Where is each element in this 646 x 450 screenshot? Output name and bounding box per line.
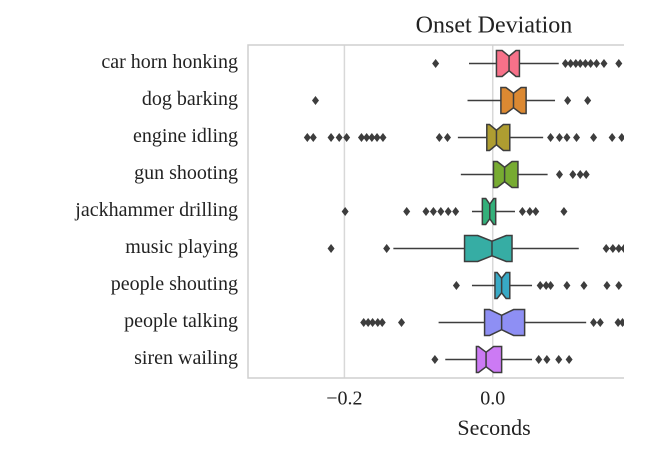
chart-title: Onset Deviation	[416, 13, 573, 39]
outlier	[590, 132, 598, 143]
outlier	[567, 58, 575, 69]
outlier	[569, 169, 577, 180]
y-tick-label: gun shooting	[134, 162, 238, 184]
outlier	[518, 206, 526, 217]
outlier	[403, 206, 411, 217]
outlier	[452, 280, 460, 291]
outlier	[564, 95, 572, 106]
outlier	[555, 132, 563, 143]
outlier	[363, 132, 371, 143]
axis-frame	[247, 44, 624, 379]
outlier	[582, 169, 590, 180]
outlier	[584, 95, 592, 106]
outlier	[311, 95, 319, 106]
outlier	[398, 317, 406, 328]
outlier	[437, 206, 445, 217]
outlier	[327, 132, 335, 143]
outlier	[581, 58, 589, 69]
outlier	[535, 354, 543, 365]
outlier	[432, 58, 440, 69]
outlier	[422, 206, 430, 217]
outlier	[369, 317, 377, 328]
outlier	[379, 132, 387, 143]
y-tick-label: siren wailing	[134, 347, 238, 369]
outlier	[443, 132, 451, 143]
outlier	[452, 206, 460, 217]
outlier	[429, 206, 437, 217]
outlier	[431, 354, 439, 365]
outlier	[383, 243, 391, 254]
outlier	[561, 58, 569, 69]
outlier	[590, 317, 598, 328]
outlier	[596, 317, 604, 328]
outlier	[357, 132, 365, 143]
y-tick-label: music playing	[125, 236, 238, 258]
outlier	[609, 243, 617, 254]
outlier	[603, 280, 611, 291]
outlier	[374, 317, 382, 328]
y-tick-label: jackhammer drilling	[74, 199, 238, 221]
outlier	[602, 243, 610, 254]
box	[483, 308, 526, 337]
y-tick-label: car horn honking	[101, 51, 238, 73]
outlier	[593, 58, 601, 69]
box	[495, 49, 521, 78]
y-tick-label: dog barking	[142, 88, 238, 110]
box	[486, 123, 511, 152]
outlier	[587, 58, 595, 69]
outlier	[563, 132, 571, 143]
outlier	[560, 206, 568, 217]
outlier	[309, 132, 317, 143]
outlier	[618, 132, 624, 143]
outlier	[327, 243, 335, 254]
y-tick-label: people shouting	[111, 273, 238, 295]
outlier	[573, 132, 581, 143]
outlier	[572, 58, 580, 69]
y-tick-label: engine idling	[133, 125, 238, 147]
outlier	[341, 206, 349, 217]
outlier	[526, 206, 534, 217]
outlier	[335, 132, 343, 143]
axes: −0.2 0.0 car horn honking dog barking engine…	[74, 44, 624, 410]
outlier	[378, 317, 386, 328]
outlier	[444, 206, 452, 217]
outlier	[580, 280, 588, 291]
outlier	[614, 317, 622, 328]
outlier	[608, 132, 616, 143]
outlier	[547, 280, 555, 291]
outlier	[576, 169, 584, 180]
outlier	[435, 132, 443, 143]
outlier	[542, 280, 550, 291]
outlier	[536, 280, 544, 291]
outlier	[615, 280, 623, 291]
outlier	[600, 58, 608, 69]
outlier	[615, 58, 623, 69]
outlier	[360, 317, 368, 328]
box	[463, 234, 513, 263]
x-tick-label: −0.2	[326, 388, 362, 410]
box	[492, 160, 519, 189]
outlier	[303, 132, 311, 143]
outlier	[576, 58, 584, 69]
outlier	[532, 206, 540, 217]
outlier	[619, 317, 624, 328]
y-tick-label: people talking	[124, 310, 238, 332]
outlier	[543, 354, 551, 365]
box	[475, 345, 503, 374]
outlier	[373, 132, 381, 143]
outlier	[555, 354, 563, 365]
x-tick-label: 0.0	[480, 388, 505, 410]
outlier	[563, 280, 571, 291]
outlier	[343, 132, 351, 143]
outlier	[615, 243, 623, 254]
outlier	[547, 132, 555, 143]
plot-area	[303, 45, 624, 378]
outlier	[565, 354, 573, 365]
outlier	[368, 132, 376, 143]
outlier	[364, 317, 372, 328]
x-axis-label: Seconds	[457, 415, 530, 440]
outlier	[555, 169, 563, 180]
outlier	[620, 243, 624, 254]
